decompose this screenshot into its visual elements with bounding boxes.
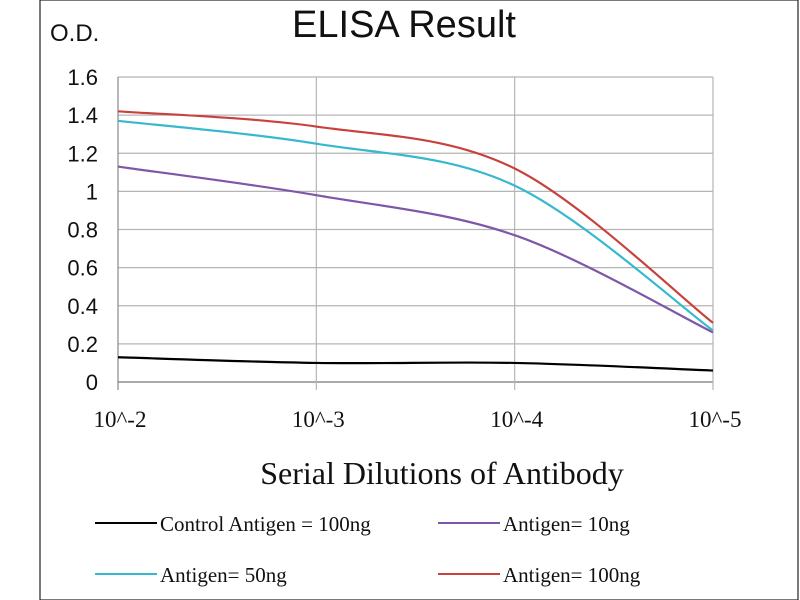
chart-frame: [39, 0, 799, 600]
y-tick-label: 0.8: [67, 218, 98, 243]
y-tick-label: 1.2: [67, 141, 98, 166]
y-tick-label: 1.6: [67, 65, 98, 90]
x-tick-label: 10^-4: [490, 407, 543, 432]
y-tick-label: 0: [86, 370, 98, 395]
legend-label-2: Antigen= 50ng: [160, 563, 287, 587]
x-axis-label: Serial Dilutions of Antibody: [260, 455, 624, 491]
y-axis-label: O.D.: [50, 20, 99, 47]
x-tick-labels: 10^-2 10^-3 10^-4 10^-5: [94, 407, 742, 432]
legend-label-1: Antigen= 10ng: [503, 512, 630, 536]
y-tick-label: 1: [86, 179, 98, 204]
y-tick-label: 1.4: [67, 103, 98, 128]
series-line-2: [117, 119, 714, 332]
legend-label-0: Control Antigen = 100ng: [160, 512, 371, 536]
gridlines: [117, 76, 714, 390]
y-tick-label: 0.2: [67, 332, 98, 357]
y-tick-labels: 0 0.2 0.4 0.6 0.8 1 1.2 1.4 1.6: [67, 65, 98, 395]
series-line-3: [117, 110, 714, 324]
x-tick-label: 10^-3: [292, 407, 345, 432]
chart-title: ELISA Result: [292, 4, 516, 46]
legend-label-3: Antigen= 100ng: [503, 563, 641, 587]
series-line-1: [117, 165, 714, 334]
y-tick-label: 0.4: [67, 294, 98, 319]
series-line-0: [117, 356, 714, 372]
y-tick-label: 0.6: [67, 256, 98, 281]
legend: Control Antigen = 100ng Antigen= 10ng Anti…: [95, 512, 641, 587]
series-lines: [117, 110, 714, 372]
x-tick-label: 10^-5: [689, 407, 742, 432]
x-tick-label: 10^-2: [94, 407, 147, 432]
